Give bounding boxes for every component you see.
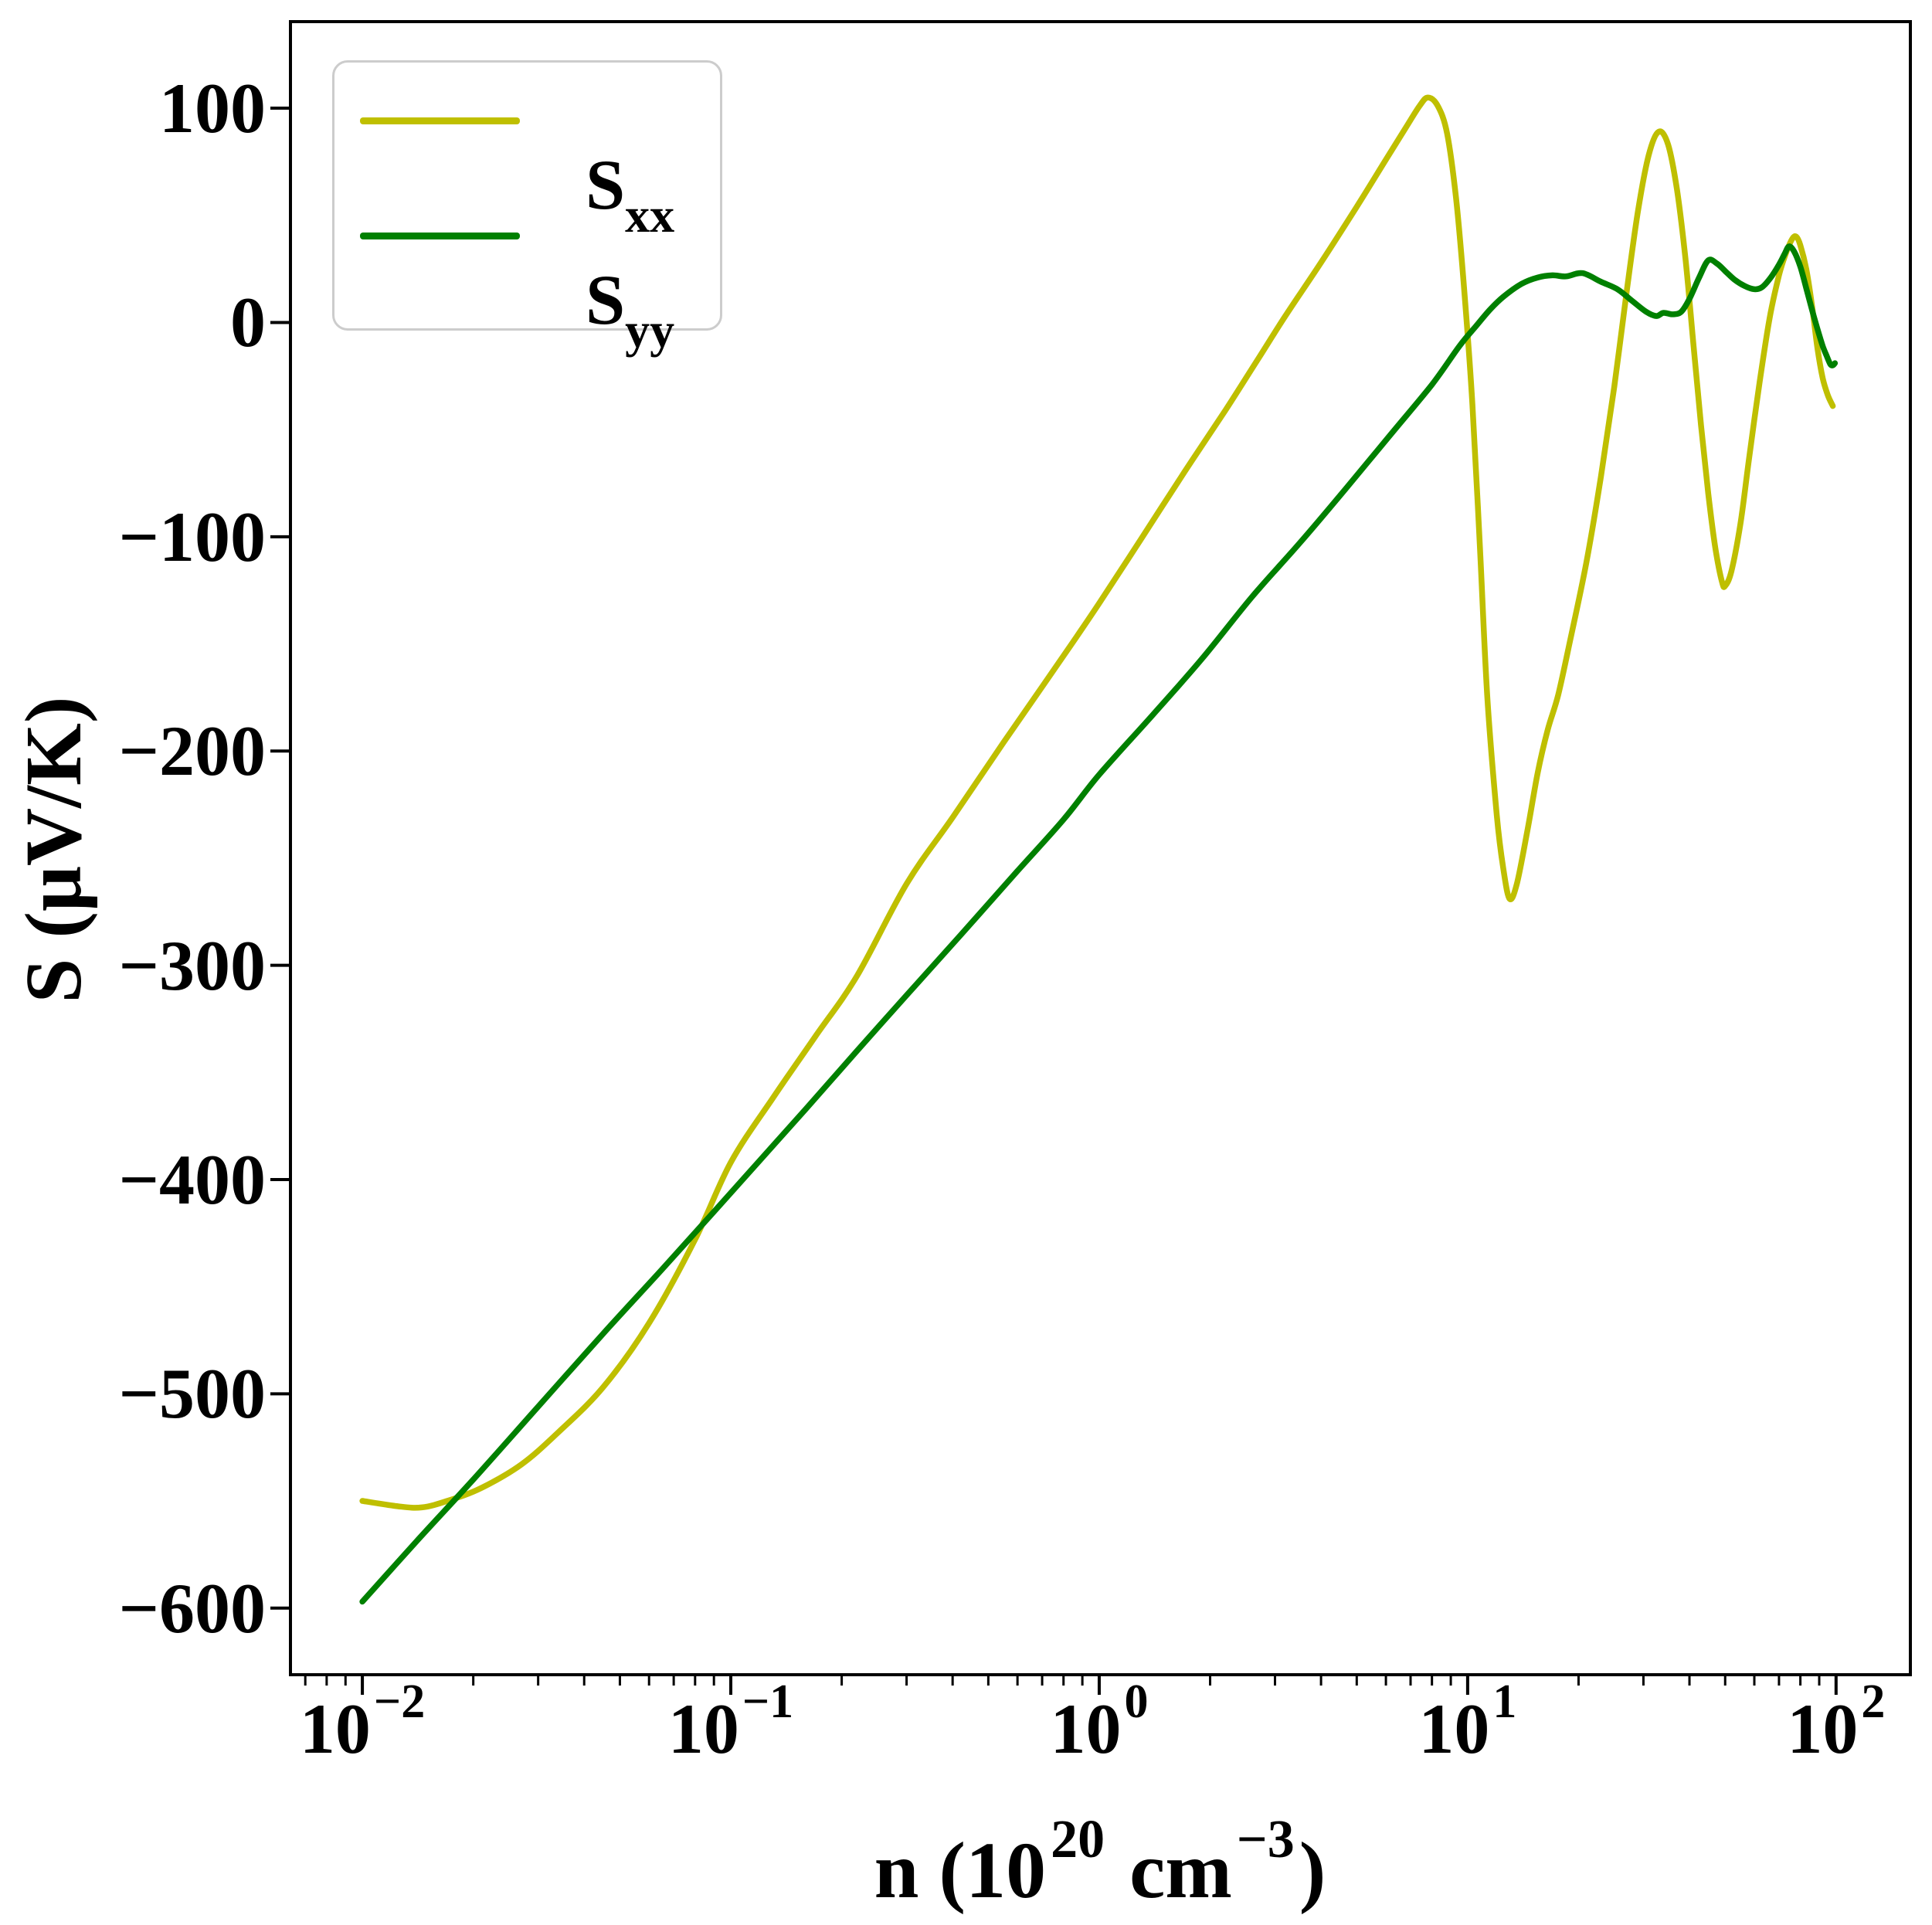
y-tick-label: −100 <box>118 497 266 576</box>
legend-line-sample-sxx <box>360 117 520 124</box>
y-tick-label: −500 <box>118 1354 266 1434</box>
y-axis-label-text: S (μV/K) <box>9 696 98 1003</box>
x-tick-label: 100 <box>1050 1675 1149 1768</box>
legend-label-sub: yy <box>625 303 675 358</box>
legend-label-main: S <box>586 260 626 339</box>
y-tick-label: −400 <box>118 1139 266 1219</box>
legend-label-syy: Syy <box>586 264 674 355</box>
y-axis-label: S (μV/K) <box>9 697 98 1003</box>
x-tick-label: 10−1 <box>667 1675 794 1768</box>
x-tick-label: 101 <box>1418 1675 1517 1768</box>
x-axis-label: n (1020 cm−3) <box>874 1813 1326 1911</box>
legend-label-main: S <box>586 145 626 224</box>
legend: Sxx Syy <box>332 60 722 355</box>
y-tick-label: −600 <box>118 1568 266 1648</box>
y-tick-label: −300 <box>118 925 266 1005</box>
x-tick-label: 102 <box>1787 1675 1886 1768</box>
y-tick-label: 100 <box>159 69 266 148</box>
x-axis-label-part: ) <box>1299 1826 1326 1915</box>
x-axis-label-exp: −3 <box>1236 1810 1295 1869</box>
legend-line-sample-syy <box>360 233 520 239</box>
x-axis-label-part: n (10 <box>874 1826 1047 1915</box>
x-axis-label-exp: 20 <box>1051 1810 1105 1869</box>
x-tick-label: 10−2 <box>299 1675 426 1768</box>
legend-label-sxx: Sxx <box>586 149 674 240</box>
y-tick-label: 0 <box>230 283 266 362</box>
x-axis-label-part: cm <box>1109 1826 1232 1915</box>
series-line-syy <box>359 243 1839 1605</box>
legend-label-sub: xx <box>625 188 675 243</box>
series-line-sxx <box>359 94 1836 1511</box>
y-tick-label: −200 <box>118 711 266 791</box>
